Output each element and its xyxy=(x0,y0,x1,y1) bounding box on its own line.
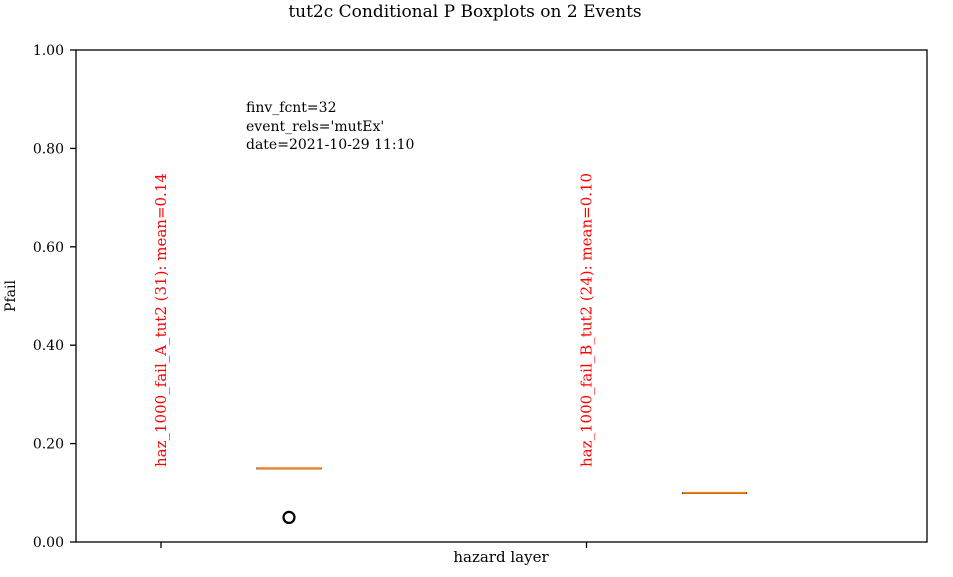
annotation-line: event_rels='mutEx' xyxy=(246,119,384,135)
group-label: haz_1000_fail_B_tut2 (24): mean=0.10 xyxy=(578,173,596,467)
chart-title: tut2c Conditional P Boxplots on 2 Events xyxy=(288,2,641,22)
outlier-point xyxy=(282,510,296,525)
y-axis-label: Pfail xyxy=(3,280,19,312)
group-label: haz_1000_fail_A_tut2 (31): mean=0.14 xyxy=(152,173,170,467)
boxes xyxy=(256,467,748,525)
plot-frame xyxy=(75,49,928,543)
group-labels: haz_1000_fail_A_tut2 (31): mean=0.14 haz_… xyxy=(152,173,596,467)
info-annotation: finv_fcnt=32 event_rels='mutEx' date=202… xyxy=(246,100,414,153)
y-tick-label: 0.80 xyxy=(33,141,64,157)
annotation-line: date=2021-10-29 11:10 xyxy=(246,137,414,153)
y-tick-label: 0.60 xyxy=(33,240,64,256)
annotation-line: finv_fcnt=32 xyxy=(246,100,336,116)
y-tick-label: 0.40 xyxy=(33,338,64,354)
y-axis: 0.00 0.20 0.40 0.60 0.80 1.00 xyxy=(33,43,76,551)
x-axis xyxy=(160,542,588,548)
x-axis-label: hazard layer xyxy=(453,548,549,566)
y-tick-label: 0.00 xyxy=(33,535,64,551)
y-tick-label: 0.20 xyxy=(33,437,64,453)
y-tick-label: 1.00 xyxy=(33,43,64,59)
